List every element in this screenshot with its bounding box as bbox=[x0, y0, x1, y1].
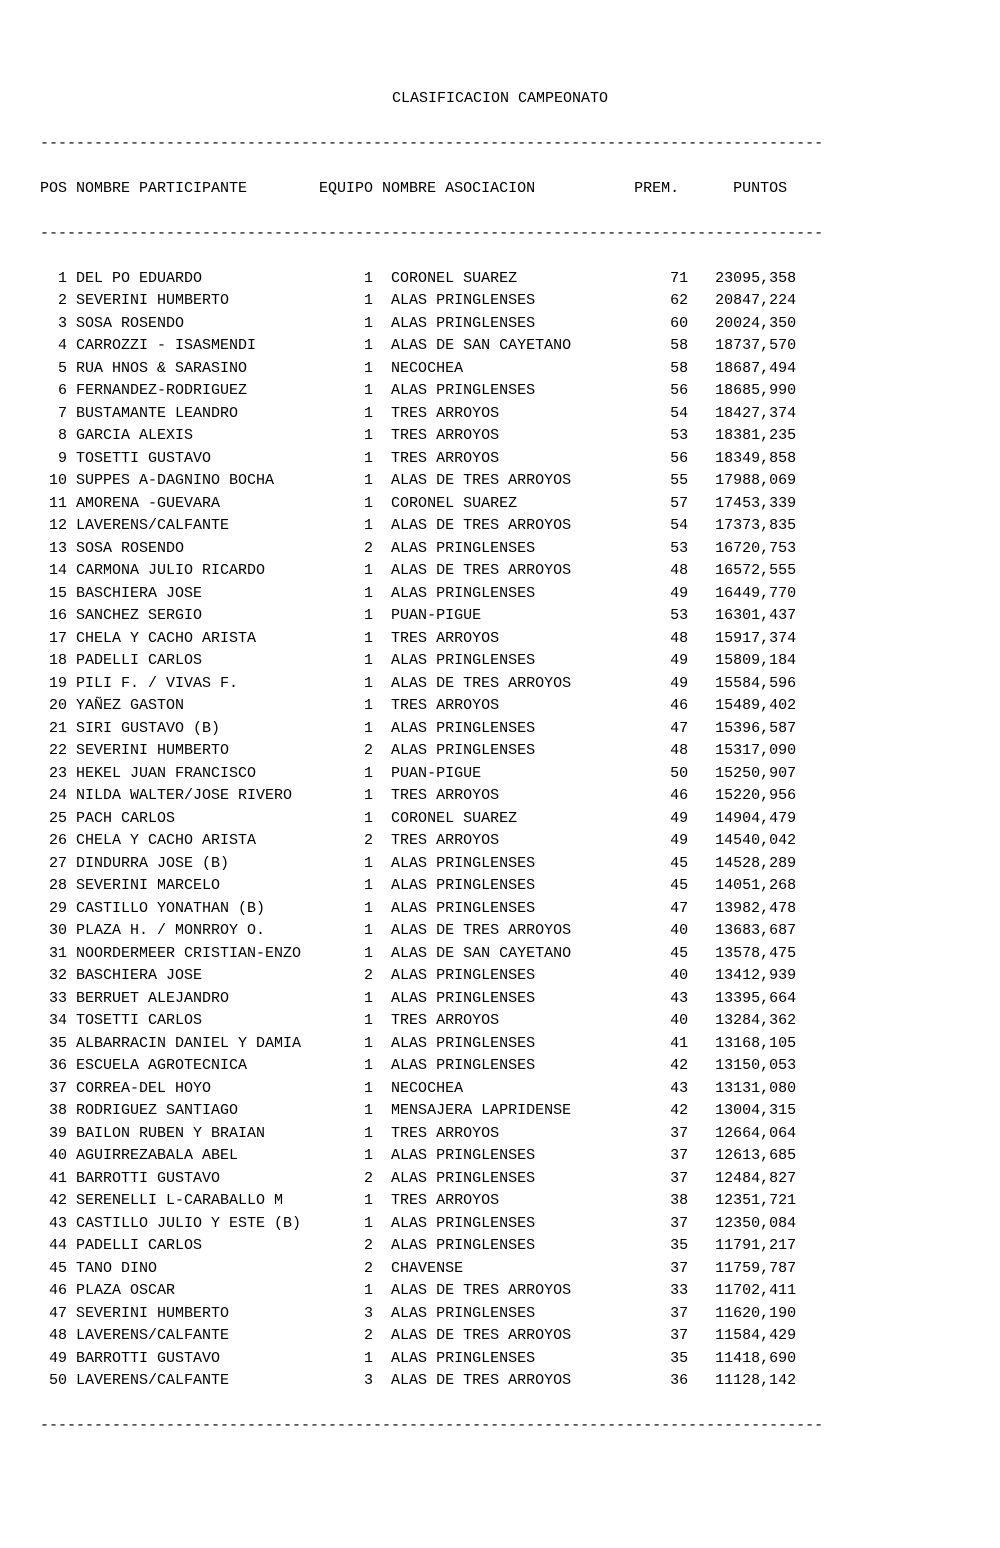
table-row: 35 ALBARRACIN DANIEL Y DAMIA 1 ALAS PRIN… bbox=[40, 1033, 960, 1056]
table-row: 40 AGUIRREZABALA ABEL 1 ALAS PRINGLENSES… bbox=[40, 1145, 960, 1168]
table-row: 23 HEKEL JUAN FRANCISCO 1 PUAN-PIGUE 50 … bbox=[40, 763, 960, 786]
table-row: 48 LAVERENS/CALFANTE 2 ALAS DE TRES ARRO… bbox=[40, 1325, 960, 1348]
table-row: 21 SIRI GUSTAVO (B) 1 ALAS PRINGLENSES 4… bbox=[40, 718, 960, 741]
table-row: 26 CHELA Y CACHO ARISTA 2 TRES ARROYOS 4… bbox=[40, 830, 960, 853]
table-row: 8 GARCIA ALEXIS 1 TRES ARROYOS 53 18381,… bbox=[40, 425, 960, 448]
table-row: 15 BASCHIERA JOSE 1 ALAS PRINGLENSES 49 … bbox=[40, 583, 960, 606]
table-row: 37 CORREA-DEL HOYO 1 NECOCHEA 43 13131,0… bbox=[40, 1078, 960, 1101]
table-row: 4 CARROZZI - ISASMENDI 1 ALAS DE SAN CAY… bbox=[40, 335, 960, 358]
table-row: 19 PILI F. / VIVAS F. 1 ALAS DE TRES ARR… bbox=[40, 673, 960, 696]
table-row: 31 NOORDERMEER CRISTIAN-ENZO 1 ALAS DE S… bbox=[40, 943, 960, 966]
table-row: 45 TANO DINO 2 CHAVENSE 37 11759,787 bbox=[40, 1258, 960, 1281]
table-row: 18 PADELLI CARLOS 1 ALAS PRINGLENSES 49 … bbox=[40, 650, 960, 673]
table-row: 36 ESCUELA AGROTECNICA 1 ALAS PRINGLENSE… bbox=[40, 1055, 960, 1078]
separator-bottom: ----------------------------------------… bbox=[40, 1415, 960, 1438]
table-row: 46 PLAZA OSCAR 1 ALAS DE TRES ARROYOS 33… bbox=[40, 1280, 960, 1303]
table-row: 32 BASCHIERA JOSE 2 ALAS PRINGLENSES 40 … bbox=[40, 965, 960, 988]
table-row: 11 AMORENA -GUEVARA 1 CORONEL SUAREZ 57 … bbox=[40, 493, 960, 516]
table-row: 38 RODRIGUEZ SANTIAGO 1 MENSAJERA LAPRID… bbox=[40, 1100, 960, 1123]
table-row: 9 TOSETTI GUSTAVO 1 TRES ARROYOS 56 1834… bbox=[40, 448, 960, 471]
table-row: 47 SEVERINI HUMBERTO 3 ALAS PRINGLENSES … bbox=[40, 1303, 960, 1326]
table-row: 17 CHELA Y CACHO ARISTA 1 TRES ARROYOS 4… bbox=[40, 628, 960, 651]
table-row: 7 BUSTAMANTE LEANDRO 1 TRES ARROYOS 54 1… bbox=[40, 403, 960, 426]
data-rows: 1 DEL PO EDUARDO 1 CORONEL SUAREZ 71 230… bbox=[40, 268, 960, 1393]
table-row: 20 YAÑEZ GASTON 1 TRES ARROYOS 46 15489,… bbox=[40, 695, 960, 718]
table-row: 39 BAILON RUBEN Y BRAIAN 1 TRES ARROYOS … bbox=[40, 1123, 960, 1146]
table-row: 5 RUA HNOS & SARASINO 1 NECOCHEA 58 1868… bbox=[40, 358, 960, 381]
table-row: 49 BARROTTI GUSTAVO 1 ALAS PRINGLENSES 3… bbox=[40, 1348, 960, 1371]
table-row: 24 NILDA WALTER/JOSE RIVERO 1 TRES ARROY… bbox=[40, 785, 960, 808]
table-row: 29 CASTILLO YONATHAN (B) 1 ALAS PRINGLEN… bbox=[40, 898, 960, 921]
table-row: 50 LAVERENS/CALFANTE 3 ALAS DE TRES ARRO… bbox=[40, 1370, 960, 1393]
table-row: 43 CASTILLO JULIO Y ESTE (B) 1 ALAS PRIN… bbox=[40, 1213, 960, 1236]
table-row: 27 DINDURRA JOSE (B) 1 ALAS PRINGLENSES … bbox=[40, 853, 960, 876]
report-title: CLASIFICACION CAMPEONATO bbox=[40, 88, 960, 111]
table-row: 25 PACH CARLOS 1 CORONEL SUAREZ 49 14904… bbox=[40, 808, 960, 831]
table-row: 2 SEVERINI HUMBERTO 1 ALAS PRINGLENSES 6… bbox=[40, 290, 960, 313]
table-row: 14 CARMONA JULIO RICARDO 1 ALAS DE TRES … bbox=[40, 560, 960, 583]
table-row: 6 FERNANDEZ-RODRIGUEZ 1 ALAS PRINGLENSES… bbox=[40, 380, 960, 403]
table-row: 22 SEVERINI HUMBERTO 2 ALAS PRINGLENSES … bbox=[40, 740, 960, 763]
table-row: 16 SANCHEZ SERGIO 1 PUAN-PIGUE 53 16301,… bbox=[40, 605, 960, 628]
table-row: 34 TOSETTI CARLOS 1 TRES ARROYOS 40 1328… bbox=[40, 1010, 960, 1033]
separator-top: ----------------------------------------… bbox=[40, 133, 960, 156]
table-row: 13 SOSA ROSENDO 2 ALAS PRINGLENSES 53 16… bbox=[40, 538, 960, 561]
table-row: 10 SUPPES A-DAGNINO BOCHA 1 ALAS DE TRES… bbox=[40, 470, 960, 493]
header-row: POS NOMBRE PARTICIPANTE EQUIPO NOMBRE AS… bbox=[40, 178, 960, 201]
table-row: 28 SEVERINI MARCELO 1 ALAS PRINGLENSES 4… bbox=[40, 875, 960, 898]
table-row: 12 LAVERENS/CALFANTE 1 ALAS DE TRES ARRO… bbox=[40, 515, 960, 538]
table-row: 3 SOSA ROSENDO 1 ALAS PRINGLENSES 60 200… bbox=[40, 313, 960, 336]
table-row: 1 DEL PO EDUARDO 1 CORONEL SUAREZ 71 230… bbox=[40, 268, 960, 291]
table-row: 41 BARROTTI GUSTAVO 2 ALAS PRINGLENSES 3… bbox=[40, 1168, 960, 1191]
table-row: 42 SERENELLI L-CARABALLO M 1 TRES ARROYO… bbox=[40, 1190, 960, 1213]
separator-mid: ----------------------------------------… bbox=[40, 223, 960, 246]
table-row: 30 PLAZA H. / MONRROY O. 1 ALAS DE TRES … bbox=[40, 920, 960, 943]
table-row: 44 PADELLI CARLOS 2 ALAS PRINGLENSES 35 … bbox=[40, 1235, 960, 1258]
table-row: 33 BERRUET ALEJANDRO 1 ALAS PRINGLENSES … bbox=[40, 988, 960, 1011]
